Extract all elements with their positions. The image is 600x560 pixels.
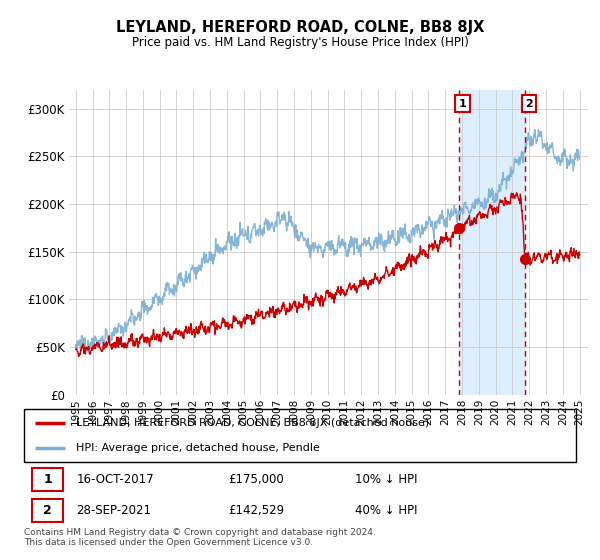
Text: 2: 2 bbox=[43, 504, 52, 517]
FancyBboxPatch shape bbox=[32, 499, 62, 522]
Text: Price paid vs. HM Land Registry's House Price Index (HPI): Price paid vs. HM Land Registry's House … bbox=[131, 36, 469, 49]
Text: HPI: Average price, detached house, Pendle: HPI: Average price, detached house, Pend… bbox=[76, 442, 320, 452]
Text: 16-OCT-2017: 16-OCT-2017 bbox=[76, 473, 154, 486]
Text: LEYLAND, HEREFORD ROAD, COLNE, BB8 8JX (detached house): LEYLAND, HEREFORD ROAD, COLNE, BB8 8JX (… bbox=[76, 418, 430, 428]
Text: £175,000: £175,000 bbox=[228, 473, 284, 486]
Text: Contains HM Land Registry data © Crown copyright and database right 2024.
This d: Contains HM Land Registry data © Crown c… bbox=[24, 528, 376, 547]
Text: 1: 1 bbox=[459, 99, 467, 109]
Text: 40% ↓ HPI: 40% ↓ HPI bbox=[355, 504, 418, 517]
Text: LEYLAND, HEREFORD ROAD, COLNE, BB8 8JX: LEYLAND, HEREFORD ROAD, COLNE, BB8 8JX bbox=[116, 20, 484, 35]
Text: 28-SEP-2021: 28-SEP-2021 bbox=[76, 504, 151, 517]
Bar bbox=[458, 90, 525, 395]
Text: 2: 2 bbox=[525, 99, 533, 109]
Text: £142,529: £142,529 bbox=[228, 504, 284, 517]
Text: 1: 1 bbox=[43, 473, 52, 486]
Text: 10% ↓ HPI: 10% ↓ HPI bbox=[355, 473, 418, 486]
FancyBboxPatch shape bbox=[32, 468, 62, 491]
